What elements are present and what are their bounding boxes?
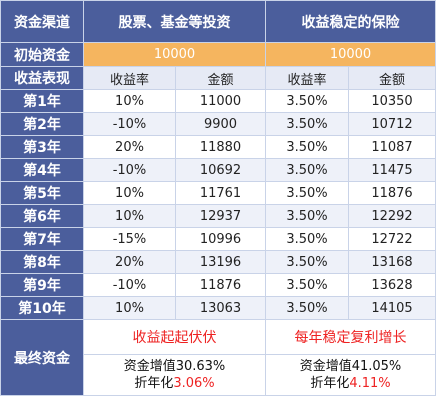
stock-amount-cell: 12937 <box>175 204 266 228</box>
stock-amount-cell: 10996 <box>175 227 266 251</box>
insurance-amount-cell: 11475 <box>348 158 436 182</box>
insurance-column-header: 收益稳定的保险 <box>265 0 436 43</box>
stock-amount-header: 金额 <box>175 66 266 90</box>
year-row: 第3年 20% 11880 3.50% 11087 <box>0 135 436 159</box>
header-row: 资金渠道 股票、基金等投资 收益稳定的保险 <box>0 0 436 43</box>
stock-amount-cell: 9900 <box>175 112 266 136</box>
insurance-amount-cell: 14105 <box>348 296 436 320</box>
initial-row: 初始资金 10000 10000 <box>0 42 436 67</box>
year-label: 第9年 <box>0 273 84 297</box>
channel-header: 资金渠道 <box>0 0 84 43</box>
stock-rate-cell: 20% <box>83 135 176 159</box>
stock-rate-cell: -15% <box>83 227 176 251</box>
stock-amount-cell: 11000 <box>175 89 266 113</box>
year-row: 第4年 -10% 10692 3.50% 11475 <box>0 158 436 182</box>
year-row: 第6年 10% 12937 3.50% 12292 <box>0 204 436 228</box>
stock-rate-cell: 10% <box>83 181 176 205</box>
final-label: 最终资金 <box>0 319 84 396</box>
insurance-rate-cell: 3.50% <box>265 227 349 251</box>
insurance-growth-text: 资金增值41.05% <box>299 359 402 374</box>
year-label: 第6年 <box>0 204 84 228</box>
insurance-final-note: 每年稳定复利增长 <box>265 319 436 355</box>
insurance-rate-header: 收益率 <box>265 66 349 90</box>
comparison-table: 资金渠道 股票、基金等投资 收益稳定的保险 初始资金 10000 10000 收… <box>0 0 436 396</box>
year-row: 第8年 20% 13196 3.50% 13168 <box>0 250 436 274</box>
year-label: 第2年 <box>0 112 84 136</box>
stock-initial-value: 10000 <box>83 42 266 67</box>
initial-label: 初始资金 <box>0 42 84 67</box>
year-label: 第10年 <box>0 296 84 320</box>
insurance-rate-cell: 3.50% <box>265 204 349 228</box>
year-label: 第4年 <box>0 158 84 182</box>
insurance-amount-cell: 13628 <box>348 273 436 297</box>
insurance-rate-cell: 3.50% <box>265 250 349 274</box>
insurance-amount-cell: 10712 <box>348 112 436 136</box>
stock-amount-cell: 13196 <box>175 250 266 274</box>
year-row: 第7年 -15% 10996 3.50% 12722 <box>0 227 436 251</box>
stock-rate-cell: 10% <box>83 296 176 320</box>
insurance-amount-cell: 13168 <box>348 250 436 274</box>
insurance-annual-line: 折年化4.11% <box>267 375 435 392</box>
insurance-rate-cell: 3.50% <box>265 112 349 136</box>
insurance-rate-cell: 3.50% <box>265 273 349 297</box>
stock-rate-cell: -10% <box>83 158 176 182</box>
stock-annual-value: 3.06% <box>173 376 215 391</box>
insurance-amount-cell: 12292 <box>348 204 436 228</box>
insurance-amount-cell: 10350 <box>348 89 436 113</box>
stock-annual-prefix: 折年化 <box>134 376 174 391</box>
year-label: 第5年 <box>0 181 84 205</box>
stock-amount-cell: 11876 <box>175 273 266 297</box>
insurance-annual-value: 4.11% <box>349 376 391 391</box>
final-detail-row: 资金增值30.63% 折年化3.06% 资金增值41.05% 折年化4.11% <box>1 354 436 396</box>
insurance-initial-value: 10000 <box>265 42 436 67</box>
stock-amount-cell: 11880 <box>175 135 266 159</box>
stock-rate-cell: 20% <box>83 250 176 274</box>
stock-rate-cell: 10% <box>83 204 176 228</box>
final-row: 最终资金 收益起起伏伏 每年稳定复利增长 <box>0 319 436 396</box>
stock-column-header: 股票、基金等投资 <box>83 0 266 43</box>
stock-rate-header: 收益率 <box>83 66 176 90</box>
insurance-rate-cell: 3.50% <box>265 158 349 182</box>
insurance-rate-cell: 3.50% <box>265 135 349 159</box>
stock-final-detail: 资金增值30.63% 折年化3.06% <box>83 354 266 396</box>
year-row: 第1年 10% 11000 3.50% 10350 <box>0 89 436 113</box>
stock-amount-cell: 10692 <box>175 158 266 182</box>
stock-growth-text: 资金增值30.63% <box>123 359 226 374</box>
stock-amount-cell: 11761 <box>175 181 266 205</box>
stock-rate-cell: 10% <box>83 89 176 113</box>
subheader-row: 收益表现 收益率 金额 收益率 金额 <box>0 66 436 90</box>
stock-rate-cell: -10% <box>83 273 176 297</box>
stock-amount-cell: 13063 <box>175 296 266 320</box>
insurance-final-detail: 资金增值41.05% 折年化4.11% <box>265 354 436 396</box>
stock-rate-cell: -10% <box>83 112 176 136</box>
year-row: 第10年 10% 13063 3.50% 14105 <box>0 296 436 320</box>
year-label: 第8年 <box>0 250 84 274</box>
insurance-rate-cell: 3.50% <box>265 296 349 320</box>
year-label: 第3年 <box>0 135 84 159</box>
performance-label: 收益表现 <box>0 66 84 90</box>
insurance-annual-prefix: 折年化 <box>310 376 350 391</box>
year-row: 第5年 10% 11761 3.50% 11876 <box>0 181 436 205</box>
year-row: 第9年 -10% 11876 3.50% 13628 <box>0 273 436 297</box>
stock-final-note: 收益起起伏伏 <box>83 319 266 355</box>
insurance-amount-header: 金额 <box>348 66 436 90</box>
insurance-rate-cell: 3.50% <box>265 89 349 113</box>
insurance-amount-cell: 12722 <box>348 227 436 251</box>
insurance-rate-cell: 3.50% <box>265 181 349 205</box>
insurance-amount-cell: 11876 <box>348 181 436 205</box>
stock-annual-line: 折年化3.06% <box>85 375 265 392</box>
year-label: 第7年 <box>0 227 84 251</box>
insurance-amount-cell: 11087 <box>348 135 436 159</box>
year-row: 第2年 -10% 9900 3.50% 10712 <box>0 112 436 136</box>
year-label: 第1年 <box>0 89 84 113</box>
